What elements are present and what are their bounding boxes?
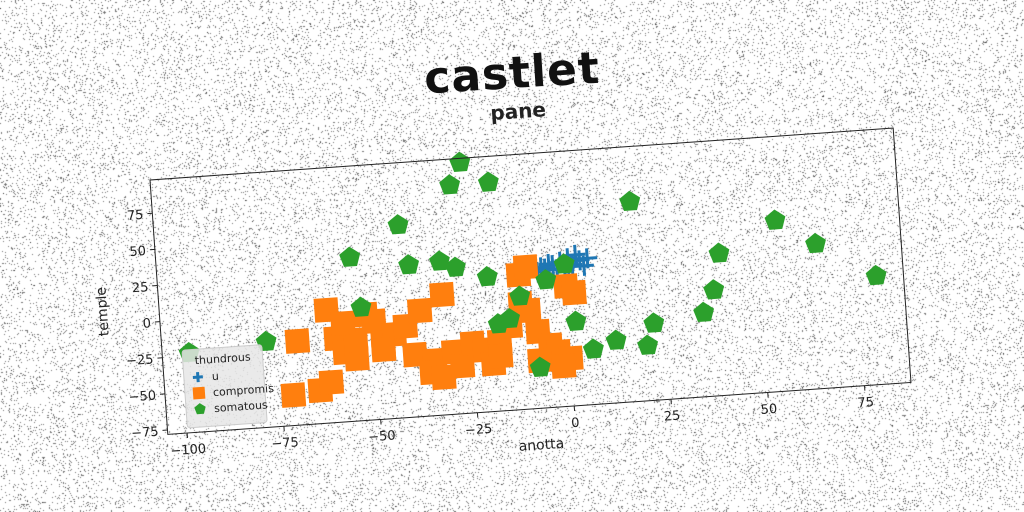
x-tick-label: −25 [464, 422, 492, 439]
data-point [330, 310, 356, 337]
data-point [553, 253, 575, 274]
data-point [512, 254, 539, 280]
legend-label: u [211, 370, 219, 383]
data-point [284, 328, 311, 354]
data-point [487, 343, 514, 369]
chart-title: pane [490, 97, 547, 125]
x-tick-label: 50 [760, 402, 778, 418]
legend-marker [194, 403, 206, 415]
data-point [449, 151, 471, 172]
data-point [550, 353, 577, 379]
x-tick-label: 25 [663, 409, 681, 425]
y-tick-label: −75 [131, 425, 159, 442]
x-axis-label: anotta [518, 436, 565, 455]
data-point [529, 356, 551, 377]
y-tick-label: 75 [126, 208, 144, 224]
data-point [477, 171, 499, 192]
data-point [318, 369, 345, 396]
data-point [444, 256, 466, 277]
data-point [431, 364, 457, 391]
legend-marker [192, 386, 206, 400]
data-point [350, 296, 372, 317]
data-point [582, 338, 604, 359]
data-point [344, 345, 370, 372]
data-point [619, 190, 641, 212]
y-tick-label: −50 [128, 389, 156, 406]
plot-frame [149, 127, 912, 435]
y-tick-label: 25 [131, 280, 149, 296]
y-tick-label: −25 [126, 352, 154, 369]
series-compromis [280, 254, 587, 408]
x-tick-label: 0 [571, 416, 580, 432]
data-point [643, 312, 665, 333]
data-point [398, 254, 420, 275]
data-point [499, 307, 521, 329]
data-point [402, 341, 428, 368]
y-tick-label: 0 [142, 316, 151, 332]
x-tick-label: −100 [170, 442, 207, 459]
legend-label: compromis [213, 382, 275, 399]
x-tick-label: −50 [368, 429, 396, 446]
data-point [561, 279, 587, 306]
data-point [509, 285, 531, 306]
data-point [605, 329, 627, 350]
data-point [708, 242, 730, 263]
data-point [387, 214, 409, 235]
data-point [339, 246, 361, 267]
data-point [428, 250, 450, 271]
y-axis-label: temple [93, 287, 112, 337]
data-point [406, 297, 433, 324]
legend-label: somatous [214, 398, 269, 415]
data-point [370, 336, 397, 363]
y-tick-label: 50 [129, 244, 147, 260]
data-point [637, 334, 659, 355]
data-point [693, 301, 715, 323]
x-tick-label: 75 [857, 395, 875, 411]
data-point [476, 266, 498, 287]
data-point [703, 279, 725, 300]
data-point [439, 174, 461, 195]
data-point [764, 209, 786, 230]
data-point [429, 281, 455, 308]
legend-title: thundrous [194, 350, 251, 367]
data-point [565, 310, 587, 331]
data-point [280, 382, 307, 408]
legend-marker [192, 372, 203, 383]
data-point [805, 232, 826, 254]
data-point [577, 248, 598, 269]
x-tick-label: −75 [271, 435, 299, 452]
data-point [535, 269, 557, 290]
data-point [865, 264, 887, 286]
data-point [449, 353, 476, 379]
